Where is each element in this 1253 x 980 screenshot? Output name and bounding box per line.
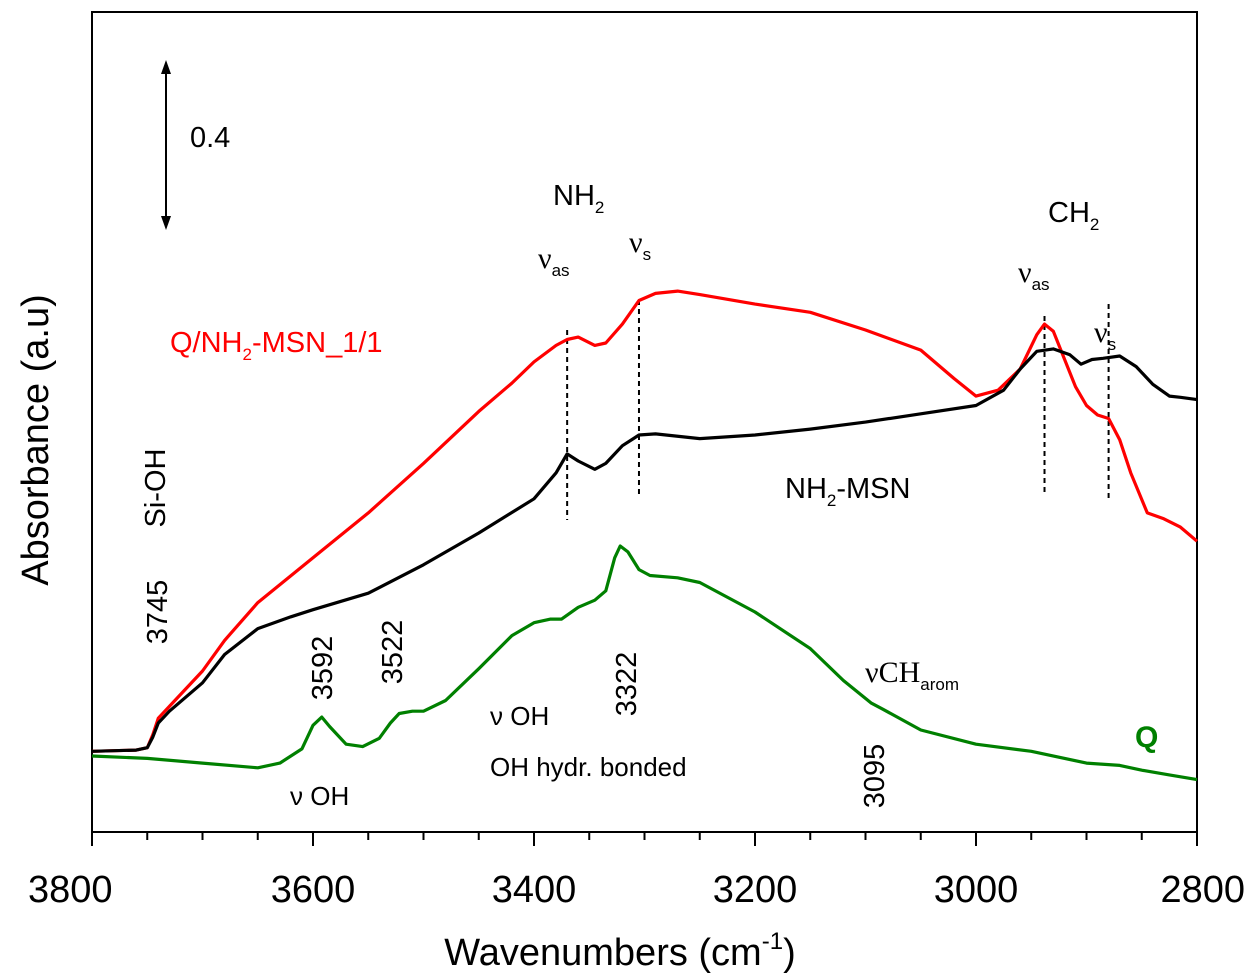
- ch2-vas-label: νas: [1018, 256, 1050, 294]
- peak-3522-label: 3522: [377, 620, 409, 685]
- peak-3322-label: 3322: [611, 652, 643, 717]
- plot-frame: [91, 11, 1198, 833]
- vch-arom-label: νCHarom: [865, 656, 959, 694]
- series-label-q: Q: [1135, 721, 1158, 754]
- x-tick-label: 2800: [1160, 869, 1245, 911]
- x-tick-label: 3200: [713, 869, 798, 911]
- oh-hydr-bonded-label: OH hydr. bonded: [490, 752, 687, 782]
- scale-bar: 0.4: [161, 60, 230, 230]
- x-tick-label: 3000: [934, 869, 1019, 911]
- nh2-vs-label: νs: [629, 226, 651, 264]
- x-tick-label: 3400: [492, 869, 577, 911]
- scale-bar-down-arrow: [161, 216, 171, 230]
- x-axis-ticks: [91, 832, 1198, 846]
- nh2-group-label: NH2: [553, 180, 604, 217]
- scale-bar-up-arrow: [161, 60, 171, 74]
- peak-3745-label: 3745: [142, 580, 174, 645]
- x-tick-label: 3800: [28, 869, 113, 911]
- peak-3592-label: 3592: [307, 636, 339, 701]
- series-label-q-nh2-msn: Q/NH2-MSN_1/1: [170, 327, 383, 364]
- x-tick-label: 3600: [271, 869, 356, 911]
- voh-label-1: ν OH: [290, 781, 349, 811]
- series-lines: [91, 289, 1199, 782]
- ch2-vs-label: νs: [1094, 316, 1116, 354]
- series-line-nh: [91, 347, 1198, 753]
- peak-markers: [566, 300, 1110, 520]
- series-line-q-nh: [91, 289, 1199, 753]
- series-line-q: [91, 544, 1198, 782]
- series-label-nh2-msn: NH2-MSN: [785, 473, 910, 510]
- scale-bar-label: 0.4: [190, 122, 230, 154]
- x-axis-tick-labels: 3800 3600 3400 3200 3000 2800: [28, 869, 1245, 911]
- sioh-label: Si-OH: [140, 449, 172, 528]
- x-axis-label: Wavenumbers (cm-1): [444, 928, 795, 974]
- peak-3095-label: 3095: [859, 744, 891, 809]
- voh-label-2: ν OH: [490, 701, 549, 731]
- ch2-group-label: CH2: [1048, 197, 1099, 234]
- nh2-vas-label: νas: [538, 242, 570, 280]
- y-axis-label: Absorbance (a.u): [15, 294, 57, 586]
